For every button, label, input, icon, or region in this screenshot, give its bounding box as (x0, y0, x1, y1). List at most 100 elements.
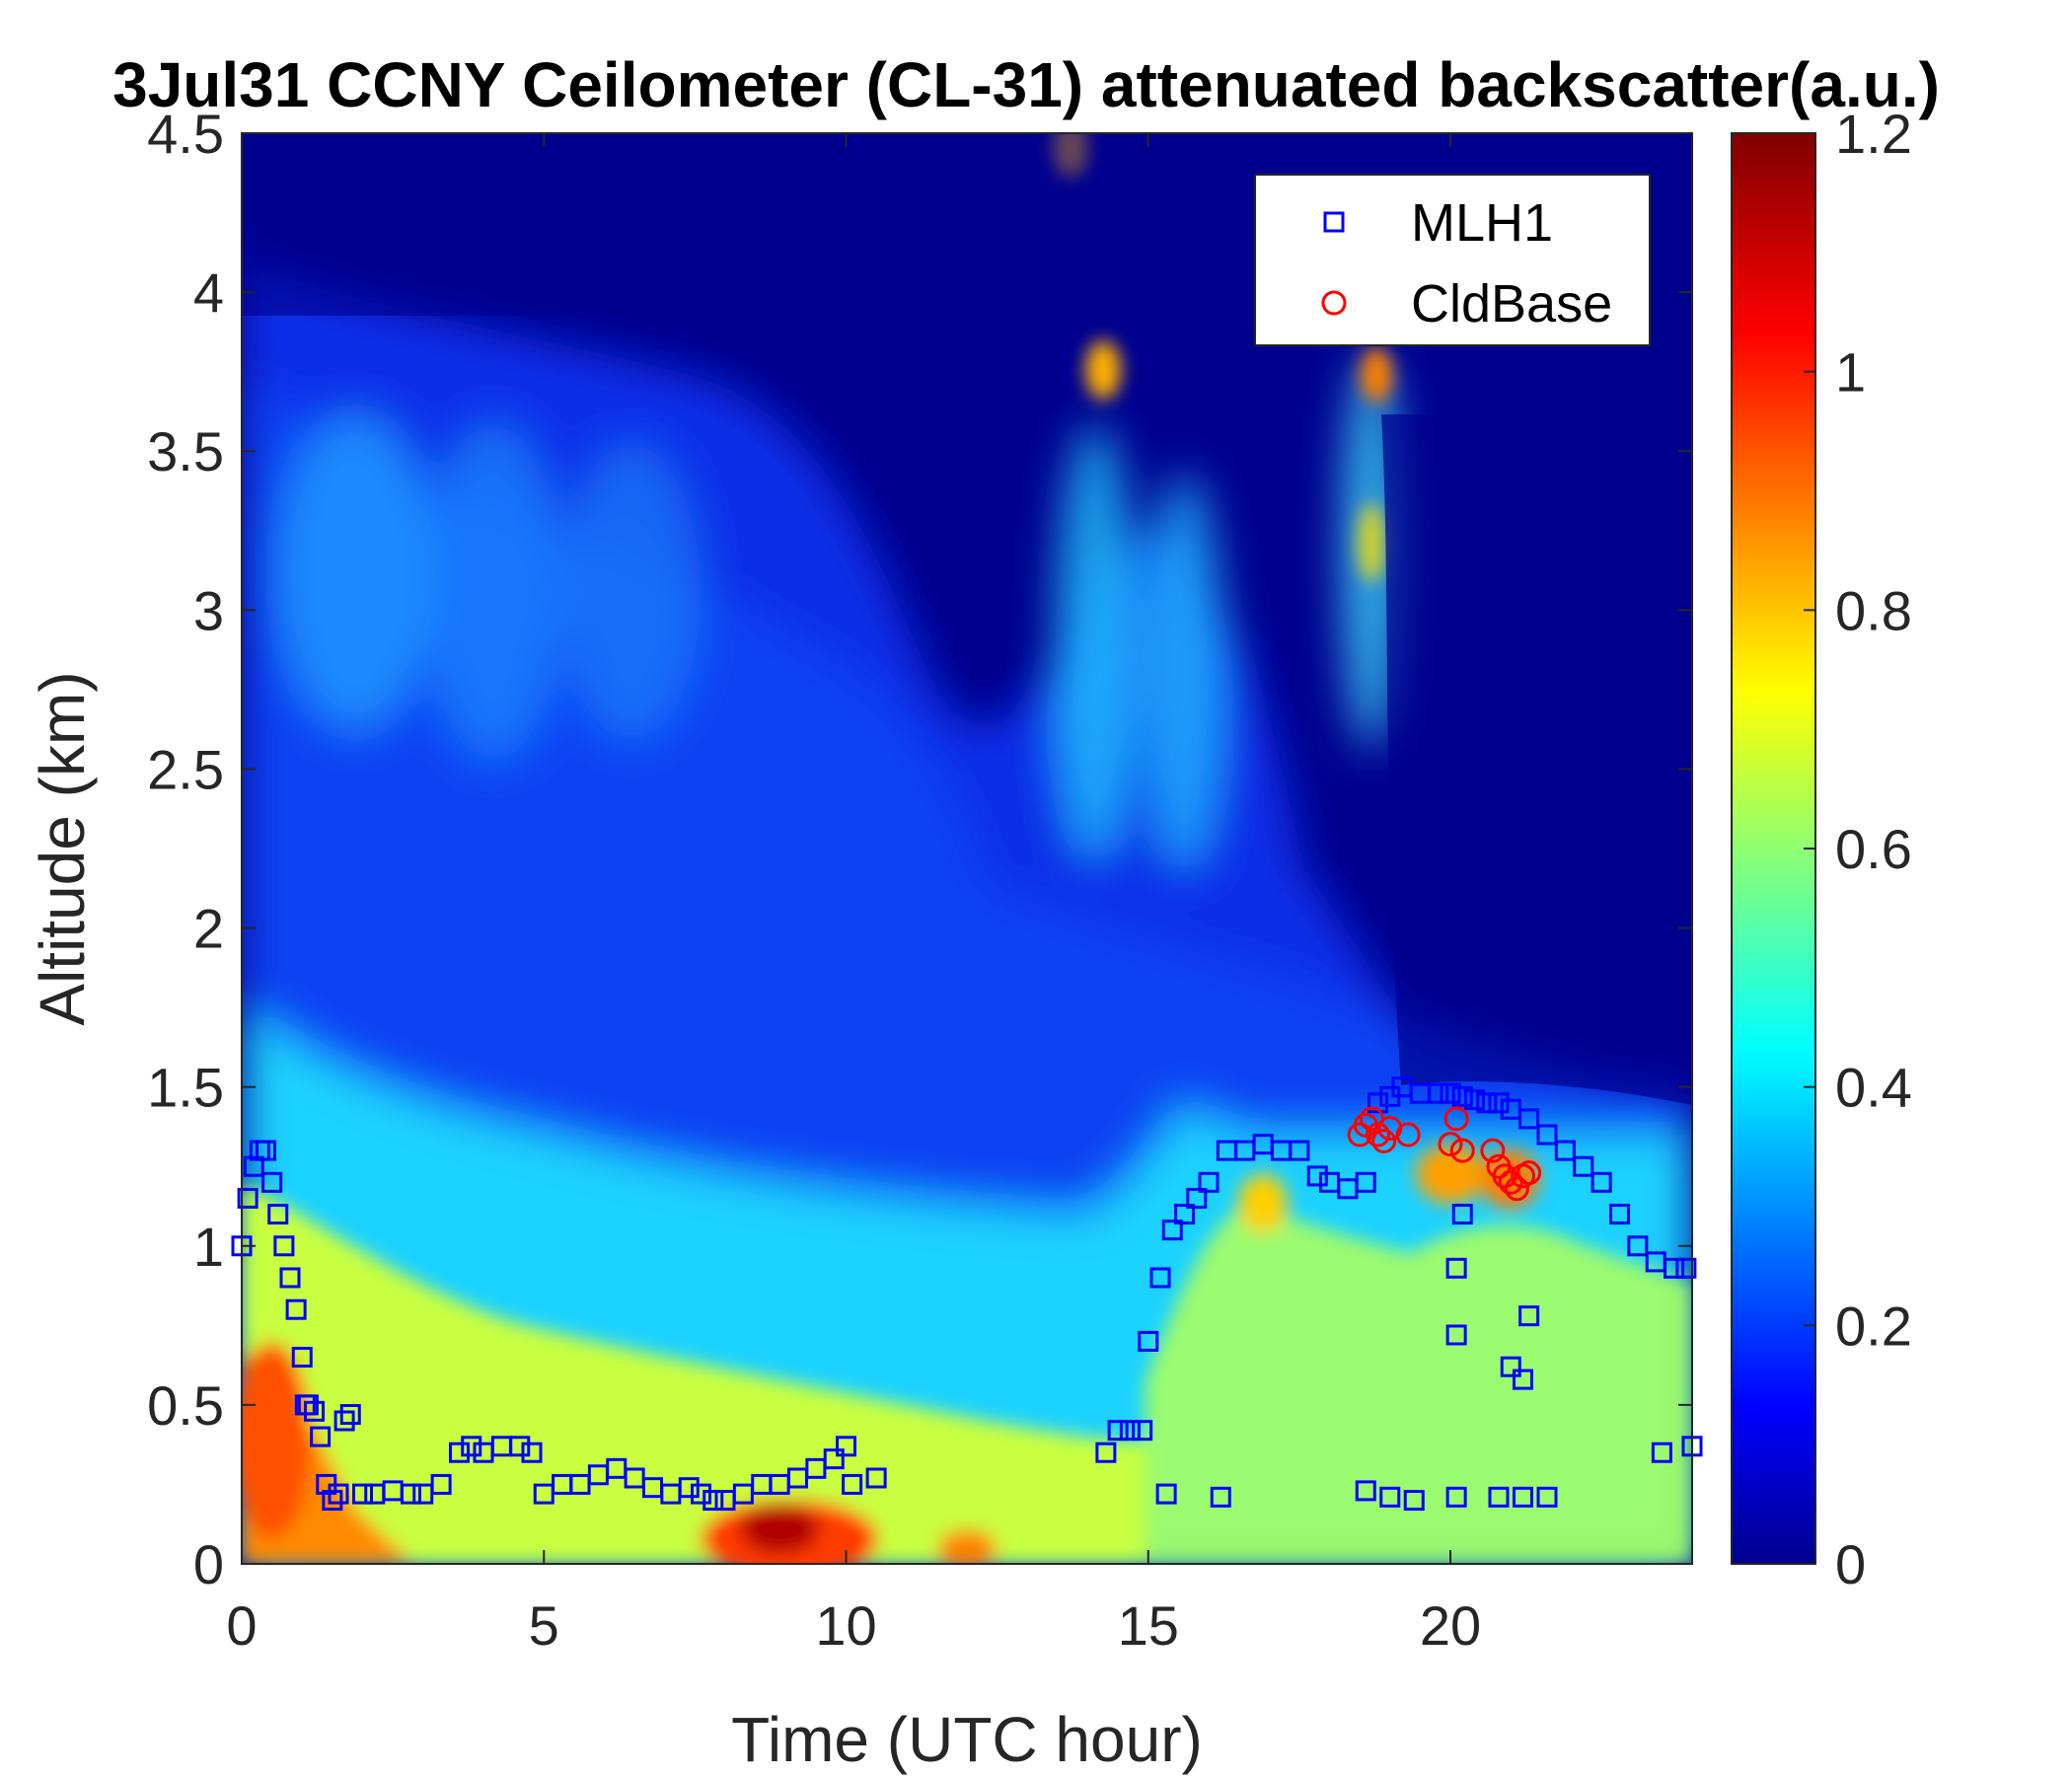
mlh1-point (1451, 1204, 1473, 1225)
mlh1-point (1186, 1187, 1208, 1209)
legend-box (1254, 174, 1651, 346)
mlh1-point (1095, 1442, 1117, 1463)
mlh1-point (1513, 1486, 1533, 1508)
mlh1-point (1355, 1480, 1376, 1502)
mlh1-point (1174, 1204, 1195, 1225)
mlh1-point (273, 1235, 295, 1257)
x-tick-label: 0 (226, 1594, 257, 1657)
mlh1-point (865, 1467, 887, 1489)
mlh1-point (1591, 1171, 1612, 1193)
mlh1-point (509, 1436, 531, 1457)
mlh1-point (304, 1400, 325, 1422)
legend-marker-square (1323, 211, 1345, 233)
mlh1-point (521, 1442, 543, 1463)
colorbar-tick-label: 1.2 (1835, 103, 1912, 165)
mlh1-point (256, 1140, 276, 1161)
mlh1-point (1138, 1330, 1159, 1352)
mlh1-point (1513, 1369, 1533, 1390)
mlh1-point (1149, 1267, 1171, 1289)
cldbase-point (1438, 1132, 1463, 1157)
mlh1-point (1210, 1486, 1231, 1508)
mlh1-point (261, 1171, 283, 1193)
mlh1-point (237, 1187, 259, 1209)
mlh1-point (1107, 1420, 1129, 1442)
cldbase-point (1504, 1176, 1529, 1202)
mlh1-point (1536, 1486, 1558, 1508)
mlh1-point (1536, 1124, 1558, 1146)
mlh1-point (333, 1410, 355, 1432)
mlh1-point (1403, 1490, 1425, 1512)
mlh1-point (1609, 1204, 1630, 1225)
mlh1-point (279, 1267, 301, 1289)
mlh1-point (1132, 1420, 1153, 1442)
colorbar-tick-label: 0.2 (1835, 1295, 1912, 1357)
mlh1-point (1379, 1486, 1401, 1508)
mlh1-point (1464, 1089, 1485, 1111)
y-axis: 0 0.5 1 1.5 2 2.5 3 3.5 4 4.5 (147, 103, 1692, 1595)
legend-label: CldBase (1411, 274, 1612, 333)
mlh1-point (449, 1442, 470, 1463)
plot-frame (241, 132, 1693, 1565)
cldbase-point (1366, 1122, 1390, 1147)
mlh1-point (310, 1426, 332, 1447)
mlh1-point (1440, 1082, 1461, 1104)
mlh1-point (1445, 1257, 1467, 1279)
y-tick-label: 3.5 (147, 420, 224, 482)
mlh1-point (691, 1483, 711, 1505)
cldbase-point (1480, 1138, 1506, 1163)
mlh1-point (1428, 1082, 1449, 1104)
mlh1-point (703, 1490, 724, 1512)
backscatter-heatmap (242, 133, 1692, 1564)
mlh1-point (1664, 1257, 1685, 1279)
mlh1-point (1573, 1155, 1594, 1177)
cldbase-point (1371, 1128, 1397, 1153)
cldbase-point (1395, 1122, 1421, 1147)
x-tick-label: 20 (1420, 1594, 1481, 1657)
y-tick-label: 1 (193, 1216, 224, 1278)
mlh1-point (430, 1473, 452, 1495)
mlh1-point (297, 1394, 319, 1416)
mlh1-point (1518, 1305, 1540, 1327)
mlh1-point (328, 1483, 349, 1505)
x-tick-label: 15 (1118, 1594, 1179, 1657)
mlh1-point (1675, 1257, 1697, 1279)
mlh1-point (401, 1483, 421, 1505)
legend-label: MLH1 (1411, 193, 1553, 253)
colorbar: 0 0.2 0.4 0.6 0.8 1 1.2 (1731, 103, 1912, 1595)
colorbar-tick-label: 0 (1835, 1533, 1866, 1595)
mlh1-point (322, 1490, 343, 1512)
colorbar-tick-label: 1 (1835, 341, 1866, 404)
x-tick-label: 10 (815, 1594, 876, 1657)
mlh1-point (1368, 1092, 1388, 1114)
colorbar-gradient (1731, 132, 1816, 1565)
mlh1-point (1451, 1085, 1473, 1107)
cldbase-point (1517, 1160, 1542, 1186)
mlh1-point (1445, 1324, 1467, 1346)
mlh1-point (1651, 1442, 1672, 1463)
mlh1-point (1445, 1486, 1467, 1508)
x-tick-label: 5 (529, 1594, 559, 1657)
cldbase-point (1443, 1106, 1469, 1132)
y-tick-label: 0.5 (147, 1374, 224, 1437)
mlh1-point (352, 1483, 373, 1505)
mlh1-point (1488, 1092, 1510, 1114)
mlh1-series (231, 1076, 1703, 1512)
y-axis-label: Altitude (km) (27, 671, 98, 1025)
y-tick-label: 4.5 (147, 103, 224, 165)
legend-marker-circle (1321, 290, 1347, 316)
mlh1-point (678, 1477, 700, 1499)
legend: MLH1 CldBase (1254, 174, 1651, 346)
mlh1-point (1500, 1356, 1521, 1377)
cldbase-point (1449, 1138, 1475, 1163)
mlh1-point (1289, 1140, 1310, 1161)
mlh1-point (1518, 1108, 1540, 1130)
mlh1-point (291, 1347, 313, 1369)
mlh1-point (1476, 1092, 1498, 1114)
mlh1-point (1554, 1140, 1576, 1161)
y-tick-label: 2 (193, 898, 224, 960)
x-axis-label: Time (UTC hour) (731, 1704, 1203, 1775)
mlh1-point (339, 1404, 361, 1426)
y-tick-label: 1.5 (147, 1057, 224, 1119)
mlh1-point (267, 1204, 289, 1225)
mlh1-point (823, 1448, 845, 1470)
